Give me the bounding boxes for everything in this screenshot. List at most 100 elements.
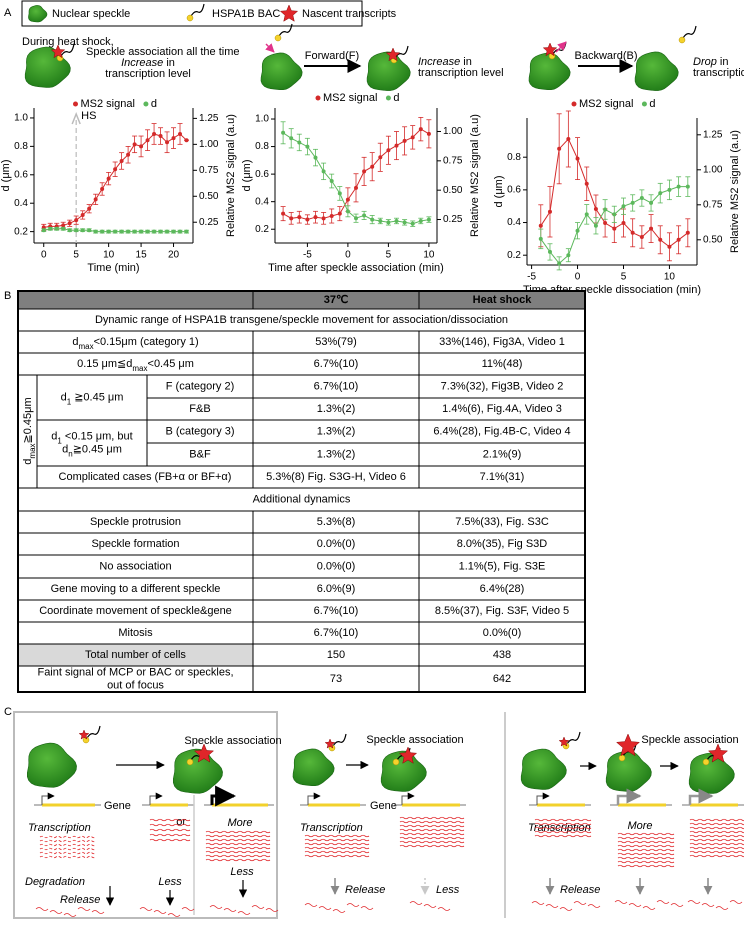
data-point xyxy=(152,131,157,136)
data-point xyxy=(575,228,580,233)
transcript xyxy=(149,818,191,822)
data-point xyxy=(132,142,137,147)
released-transcript xyxy=(181,907,195,911)
cell-text: 0.0%(0) xyxy=(317,560,356,572)
promoter-arrow xyxy=(41,792,55,805)
subscript: max xyxy=(132,364,147,373)
y2-axis-title: Relative MS2 signal (a.u) xyxy=(729,130,741,253)
transcript-star xyxy=(50,44,66,59)
cell-text: F&B xyxy=(189,403,210,415)
promoter-arrow xyxy=(307,792,321,805)
scheme-step: Forward(F) xyxy=(305,50,359,62)
x-tick-label: 10 xyxy=(423,250,435,261)
legend-label: d xyxy=(649,98,655,110)
data-point xyxy=(61,226,66,231)
text-part: d xyxy=(51,430,57,442)
cell-text: 6.4%(28), Fig.4B-C, Video 4 xyxy=(433,425,570,437)
data-point xyxy=(145,229,150,234)
transcript xyxy=(149,838,191,842)
cell-text: 11%(48) xyxy=(482,358,523,370)
released-transcript xyxy=(670,903,684,907)
panel-label: B xyxy=(4,290,11,302)
x-axis-title: Time (min) xyxy=(87,262,139,274)
x-tick-label: -5 xyxy=(303,250,312,261)
released-transcript xyxy=(318,906,332,910)
data-point xyxy=(305,217,310,222)
data-point xyxy=(80,228,85,233)
y2-tick-label: 0.75 xyxy=(443,155,463,166)
table-cell xyxy=(36,374,148,421)
cell-text: d1 ≧0.45 μm xyxy=(61,391,124,406)
table-border xyxy=(17,290,586,693)
text-part: B (category 3) xyxy=(165,425,234,437)
transcript-star xyxy=(558,736,570,747)
data-point xyxy=(297,215,302,220)
arrow xyxy=(265,43,275,53)
text-part: in xyxy=(717,56,729,68)
cell-text: 0.0%(0) xyxy=(483,627,522,639)
text-part: d xyxy=(62,443,68,455)
data-point xyxy=(557,261,562,266)
speckle xyxy=(260,52,303,90)
data-point xyxy=(426,131,431,136)
data-point xyxy=(171,136,176,141)
data-point xyxy=(321,169,326,174)
transcript xyxy=(534,834,592,838)
data-point xyxy=(106,229,111,234)
text-part: Speckle protrusion xyxy=(90,516,181,528)
released-transcript xyxy=(223,908,237,912)
y2-tick-label: 0.75 xyxy=(703,199,723,210)
transcript xyxy=(689,834,744,838)
transcript xyxy=(399,840,465,844)
data-point xyxy=(119,158,124,163)
transcript xyxy=(304,854,370,858)
y-tick-label: 0.6 xyxy=(14,169,28,180)
y2-tick-label: 1.25 xyxy=(703,129,723,140)
transcript xyxy=(399,820,465,824)
transcript xyxy=(39,843,97,847)
transcript xyxy=(617,864,675,868)
text-part: <0.15 μm, but xyxy=(62,430,133,442)
data-point xyxy=(658,237,663,242)
cell-text: 53%(79) xyxy=(315,336,357,348)
transcript xyxy=(399,828,465,832)
transcript xyxy=(205,858,271,862)
annotation-arrow xyxy=(71,111,81,125)
scheme-text: During heat shock, xyxy=(22,36,114,48)
released-transcript xyxy=(559,907,573,911)
legend-label: Nuclear speckle xyxy=(52,8,130,20)
transcript xyxy=(205,838,271,842)
transcript xyxy=(617,856,675,860)
table-cell xyxy=(252,665,420,693)
released-transcript xyxy=(573,901,587,905)
text-part: Faint signal of MCP or BAC or speckles, xyxy=(37,666,233,678)
y-tick-label: 0.8 xyxy=(255,141,269,152)
data-point xyxy=(178,131,183,136)
released-transcript xyxy=(656,900,670,904)
data-point xyxy=(106,176,111,181)
data-point xyxy=(113,229,118,234)
speckle xyxy=(28,5,48,23)
legend-marker xyxy=(315,95,321,101)
bac-locus xyxy=(186,758,194,766)
released-transcript xyxy=(687,900,701,904)
transcript xyxy=(617,836,675,840)
cell-text: 5.3%(8) xyxy=(317,516,356,528)
data-point xyxy=(321,216,326,221)
promoter-arrow xyxy=(401,792,415,805)
data-point xyxy=(41,228,46,233)
released-transcript xyxy=(642,906,656,910)
group-label: dmax≧0.45μm xyxy=(22,397,37,464)
data-point xyxy=(289,136,294,141)
data-point xyxy=(126,152,131,157)
speckle xyxy=(528,52,571,90)
less-label: Less xyxy=(436,884,460,896)
data-point xyxy=(61,223,66,228)
x-tick-label: 0 xyxy=(345,250,351,261)
transcript xyxy=(39,835,97,839)
subscript: max xyxy=(78,342,93,351)
cell-text: B&F xyxy=(189,448,211,460)
data-point xyxy=(80,212,85,217)
subscript: 1 xyxy=(57,436,62,445)
transcript xyxy=(689,842,744,846)
